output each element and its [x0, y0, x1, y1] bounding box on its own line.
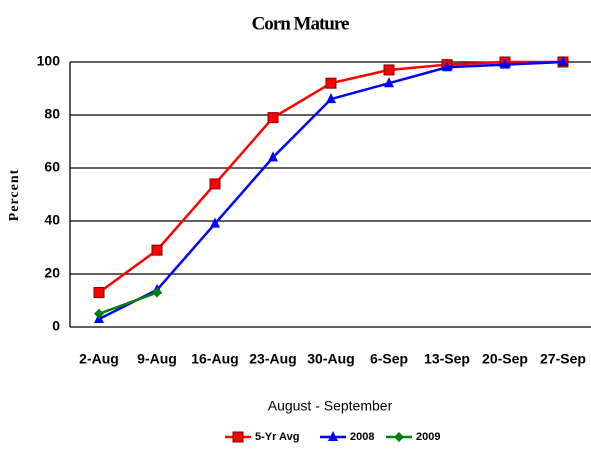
x-tick-label: 13-Sep	[424, 351, 470, 367]
data-point	[209, 178, 221, 190]
y-axis-label: Percent	[7, 169, 22, 222]
data-point	[325, 77, 337, 89]
x-tick-label: 27-Sep	[540, 351, 586, 367]
y-tick-label: 60	[44, 159, 60, 175]
y-tick-label: 40	[44, 212, 60, 228]
y-tick-label: 0	[52, 318, 60, 334]
data-point	[93, 287, 105, 299]
legend-label: 2009	[416, 431, 440, 443]
data-point	[326, 93, 336, 104]
data-point	[442, 61, 452, 72]
legend-marker	[232, 431, 244, 443]
legend-marker	[328, 431, 338, 441]
y-tick-label: 80	[44, 106, 60, 122]
x-tick-label: 23-Aug	[249, 351, 296, 367]
legend-label: 2008	[350, 431, 374, 443]
x-tick-label: 30-Aug	[307, 351, 354, 367]
data-point	[558, 56, 568, 66]
data-point	[151, 244, 163, 256]
x-tick-label: 9-Aug	[137, 351, 177, 367]
legend-label: 5-Yr Avg	[255, 431, 299, 443]
series-line	[98, 291, 158, 315]
x-tick-label: 16-Aug	[191, 351, 238, 367]
x-tick-label: 2-Aug	[79, 351, 119, 367]
y-tick-label: 100	[37, 53, 61, 69]
data-point	[500, 58, 510, 69]
y-tick-label: 20	[44, 265, 60, 281]
x-axis-label: August - September	[268, 398, 393, 414]
data-point	[384, 77, 394, 88]
data-point	[267, 112, 279, 124]
data-point	[268, 151, 278, 162]
data-point	[383, 64, 395, 76]
data-point	[152, 287, 162, 298]
data-point	[210, 217, 220, 228]
x-tick-label: 6-Sep	[370, 351, 408, 367]
chart-title: Corn Mature	[252, 13, 349, 34]
legend-marker	[394, 432, 404, 442]
x-tick-label: 20-Sep	[482, 351, 528, 367]
data-point	[94, 308, 104, 319]
